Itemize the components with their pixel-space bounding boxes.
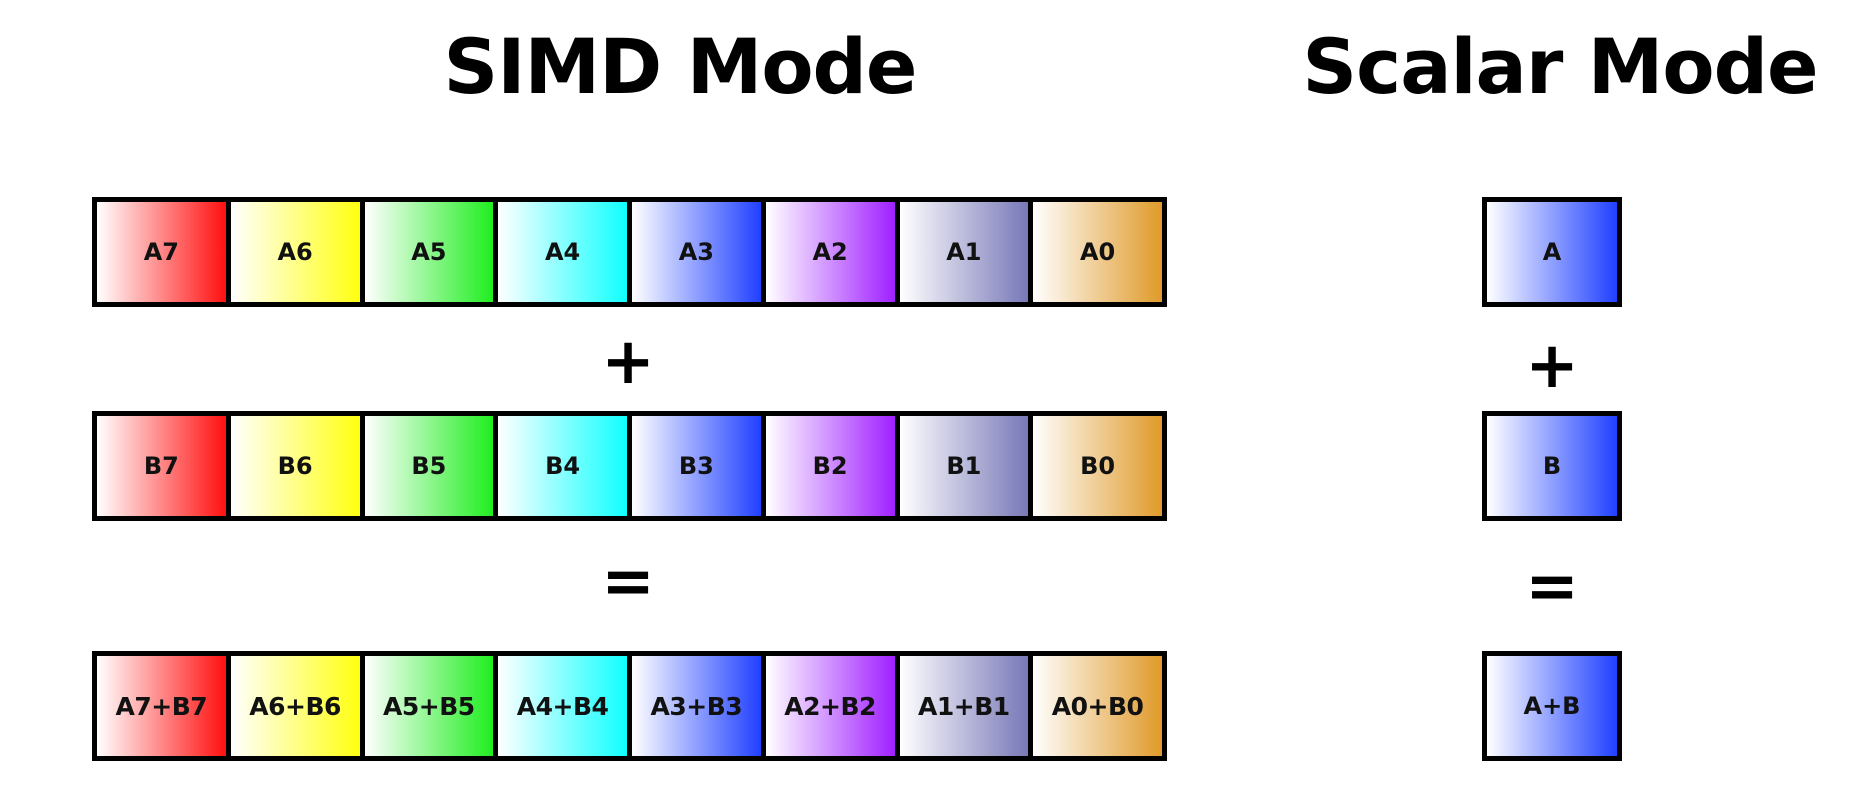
simd-a-lane-3: A3 — [627, 202, 761, 302]
simd-b-lane-6: B6 — [225, 416, 360, 516]
simd-a-lane-6: A6 — [225, 202, 360, 302]
scalar-operand-a: A — [1482, 197, 1622, 307]
simd-sum-lane-0: A0+B0 — [1028, 656, 1162, 756]
simd-sum-lane-3: A3+B3 — [627, 656, 761, 756]
simd-sum-lane-5: A5+B5 — [359, 656, 494, 756]
simd-b-lane-1: B1 — [894, 416, 1029, 516]
simd-b-lane-3: B3 — [627, 416, 761, 516]
simd-sum-lane-7: A7+B7 — [97, 656, 226, 756]
simd-a-lane-7: A7 — [97, 202, 226, 302]
simd-b-lane-7: B7 — [97, 416, 226, 516]
simd-equals-sign: = — [601, 545, 655, 619]
simd-sum-lane-6: A6+B6 — [225, 656, 360, 756]
simd-vector-a: A7 A6 A5 A4 A3 A2 A1 A0 — [92, 197, 1167, 307]
simd-vector-b: B7 B6 B5 B4 B3 B2 B1 B0 — [92, 411, 1167, 521]
scalar-equals-sign: = — [1525, 550, 1579, 624]
simd-a-lane-5: A5 — [359, 202, 494, 302]
simd-sum-lane-4: A4+B4 — [493, 656, 627, 756]
simd-sum-lane-1: A1+B1 — [894, 656, 1029, 756]
scalar-operand-b: B — [1482, 411, 1622, 521]
scalar-plus-sign: + — [1525, 329, 1579, 403]
simd-a-lane-4: A4 — [493, 202, 627, 302]
simd-a-lane-0: A0 — [1028, 202, 1162, 302]
simd-mode-title: SIMD Mode — [443, 22, 918, 111]
simd-a-lane-1: A1 — [894, 202, 1029, 302]
scalar-mode-title: Scalar Mode — [1302, 22, 1818, 111]
simd-a-lane-2: A2 — [760, 202, 895, 302]
simd-b-lane-0: B0 — [1028, 416, 1162, 516]
simd-b-lane-4: B4 — [493, 416, 627, 516]
simd-b-lane-2: B2 — [760, 416, 895, 516]
simd-plus-sign: + — [601, 325, 655, 399]
scalar-result: A+B — [1482, 651, 1622, 761]
simd-b-lane-5: B5 — [359, 416, 494, 516]
simd-sum-lane-2: A2+B2 — [760, 656, 895, 756]
simd-result-vector: A7+B7 A6+B6 A5+B5 A4+B4 A3+B3 A2+B2 A1+B… — [92, 651, 1167, 761]
